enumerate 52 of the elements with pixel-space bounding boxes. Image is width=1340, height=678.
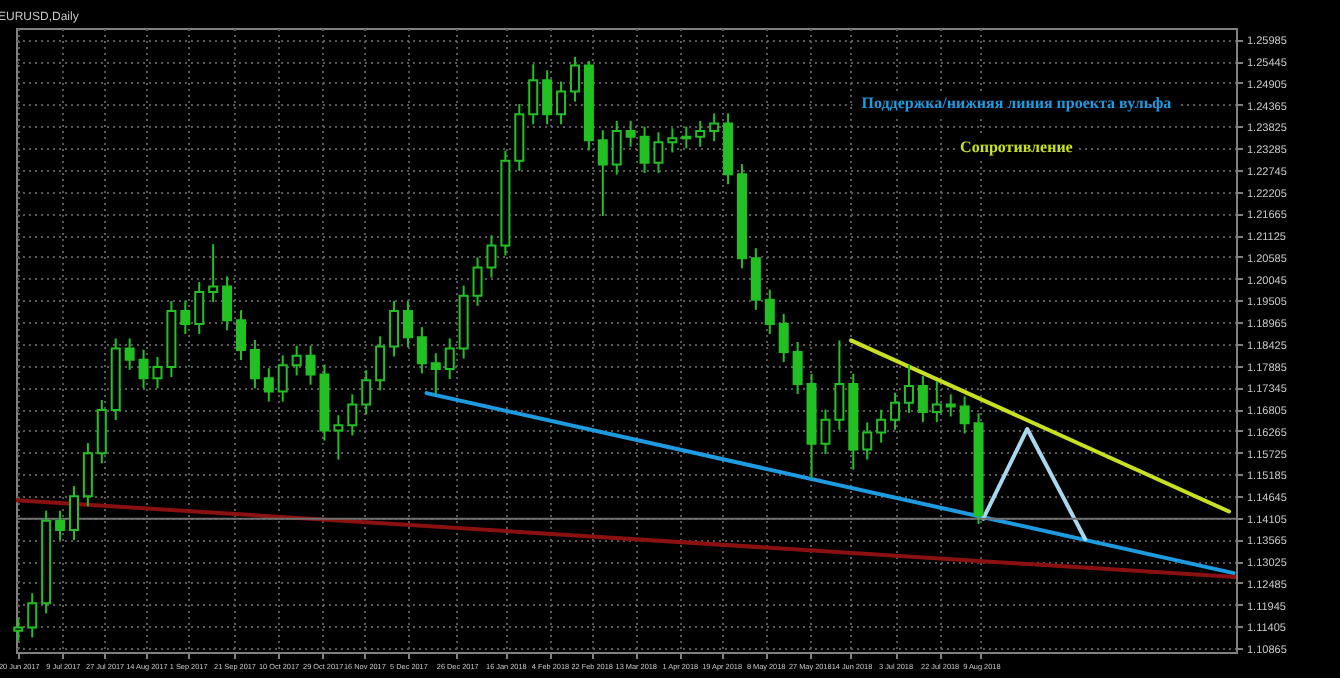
annotation: Поддержка/нижняя линия проекта вульфа: [861, 94, 1172, 112]
candlestick: [194, 281, 205, 335]
candlestick: [917, 374, 928, 424]
candlestick: [180, 299, 191, 335]
candlestick: [890, 391, 901, 431]
candlestick: [68, 485, 79, 542]
annotation: Сопротивление: [960, 138, 1074, 156]
candlestick: [681, 125, 692, 150]
candlestick: [402, 299, 413, 349]
candlestick: [208, 243, 219, 304]
candlestick: [389, 299, 400, 358]
candlestick: [361, 369, 372, 416]
candlestick: [945, 393, 956, 418]
candlestick: [416, 326, 427, 375]
candlestick: [597, 129, 608, 218]
candlestick: [277, 354, 288, 403]
candlestick: [291, 344, 302, 377]
candlestick: [931, 380, 942, 424]
candlestick: [249, 339, 260, 390]
candlestick: [750, 247, 761, 311]
candlestick: [667, 127, 678, 154]
candlestick: [764, 288, 775, 335]
candlestick: [235, 309, 246, 362]
candlestick: [430, 352, 441, 395]
candlestick: [13, 617, 24, 642]
candlestick: [333, 414, 344, 461]
candlestick: [55, 509, 66, 542]
candlestick: [528, 63, 539, 126]
candlestick: [542, 69, 553, 126]
candlestick: [959, 395, 970, 435]
candlestick: [263, 367, 274, 403]
candlestick: [625, 120, 636, 148]
candlestick: [792, 341, 803, 395]
candlestick: [222, 275, 233, 332]
candlestick: [375, 335, 386, 392]
candlestick: [778, 312, 789, 364]
candlestick: [82, 442, 93, 508]
candlestick: [444, 337, 455, 381]
candlestick: [556, 80, 567, 126]
candlestick: [96, 398, 107, 465]
candlestick: [695, 120, 706, 148]
candlestick: [27, 592, 38, 639]
candlestick: [514, 103, 525, 172]
candlestick: [569, 55, 580, 103]
candlestick: [862, 421, 873, 461]
candlestick: [876, 408, 887, 444]
candlestick: [834, 339, 845, 431]
candlestick: [124, 337, 135, 371]
candlestick: [709, 112, 720, 143]
candlestick: [611, 120, 622, 176]
candlestick: [903, 363, 914, 414]
candlestick: [347, 393, 358, 437]
